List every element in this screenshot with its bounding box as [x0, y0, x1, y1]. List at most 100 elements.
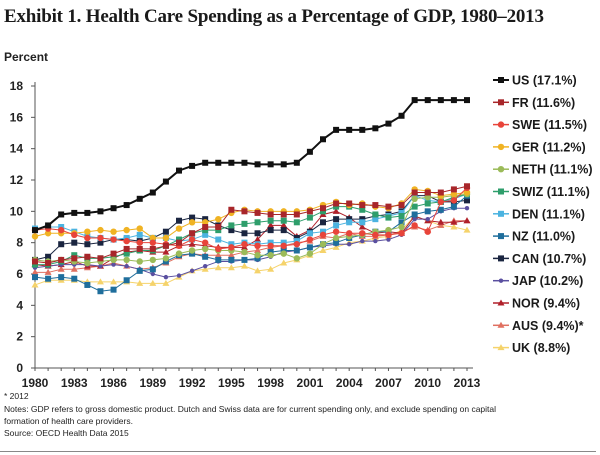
data-point	[215, 236, 222, 243]
series-line	[34, 187, 468, 250]
data-point	[332, 234, 340, 242]
data-point	[149, 239, 157, 246]
data-point	[214, 264, 222, 271]
legend-marker	[497, 143, 505, 151]
data-point	[123, 277, 130, 284]
legend-label: JAP (10.2%)	[512, 274, 583, 288]
data-point	[97, 226, 104, 234]
data-point	[241, 220, 248, 227]
data-point	[359, 230, 366, 237]
data-point	[202, 224, 209, 230]
series-line	[34, 185, 468, 264]
data-point	[215, 224, 222, 230]
data-point	[332, 228, 340, 235]
y-tick-label: 14	[10, 142, 24, 156]
data-point	[44, 268, 52, 275]
data-point	[398, 209, 405, 216]
data-point	[280, 217, 287, 224]
data-point	[228, 227, 235, 234]
data-point	[97, 234, 104, 242]
data-point	[32, 227, 38, 234]
data-point	[306, 250, 314, 257]
data-point	[463, 189, 471, 196]
data-point	[45, 260, 52, 267]
data-point	[58, 274, 65, 281]
data-point	[450, 223, 458, 230]
data-point	[111, 262, 116, 267]
data-point	[162, 248, 170, 255]
data-point	[58, 211, 65, 218]
data-point	[385, 226, 392, 234]
data-point	[96, 278, 104, 285]
y-tick-label: 18	[10, 79, 24, 93]
chart-title: Exhibit 1. Health Care Spending as a Per…	[4, 6, 544, 27]
data-point	[97, 208, 104, 215]
data-point	[464, 183, 470, 190]
legend-label: DEN (11.1%)	[512, 207, 585, 221]
data-point	[201, 219, 209, 226]
legend-marker	[497, 121, 505, 128]
data-point	[306, 236, 314, 243]
data-point	[214, 251, 222, 258]
data-point	[149, 279, 157, 286]
data-point	[202, 159, 209, 166]
legend-label: CAN (10.7%)	[512, 252, 586, 266]
bottom-rule	[0, 451, 596, 452]
data-point	[267, 252, 274, 259]
data-point	[189, 230, 196, 237]
data-point	[71, 239, 78, 246]
data-point	[162, 228, 169, 235]
data-point	[320, 205, 326, 212]
data-point	[411, 195, 418, 202]
data-point	[136, 225, 143, 232]
data-point	[411, 222, 418, 229]
data-point	[31, 281, 39, 288]
data-point	[450, 97, 457, 104]
data-point	[189, 214, 196, 221]
data-point	[306, 148, 313, 155]
legend-marker	[498, 188, 504, 195]
series-line	[34, 195, 468, 261]
data-point	[241, 248, 248, 256]
data-point	[162, 178, 169, 185]
data-point	[450, 203, 457, 210]
data-point	[188, 236, 196, 243]
data-point	[450, 197, 458, 204]
data-point	[254, 230, 261, 237]
data-point	[280, 242, 287, 249]
data-point	[372, 231, 379, 239]
data-point	[110, 256, 117, 264]
data-point	[385, 120, 392, 127]
data-point	[464, 97, 470, 104]
data-point	[149, 266, 156, 273]
data-point	[202, 253, 209, 260]
data-point	[398, 219, 405, 226]
data-point	[228, 222, 235, 229]
data-point	[280, 250, 287, 257]
x-tick-label: 1998	[257, 376, 284, 390]
data-point	[398, 213, 405, 220]
data-point	[267, 242, 274, 249]
data-point	[267, 227, 274, 234]
data-point	[215, 256, 222, 263]
legend-label: NOR (9.4%)	[512, 297, 580, 311]
data-point	[31, 268, 39, 275]
data-point	[386, 237, 391, 242]
data-point	[360, 238, 365, 244]
data-point	[84, 259, 91, 267]
data-point	[163, 274, 169, 280]
data-point	[280, 161, 287, 168]
data-point	[71, 255, 78, 262]
data-point	[359, 216, 366, 223]
data-point	[58, 256, 65, 263]
data-point	[293, 234, 300, 241]
data-point	[254, 219, 261, 226]
data-point	[293, 219, 300, 226]
data-point	[84, 281, 91, 288]
x-tick-label: 1983	[61, 376, 88, 390]
data-point	[320, 208, 326, 215]
data-point	[162, 242, 169, 249]
y-tick-label: 8	[16, 236, 23, 250]
data-point	[189, 162, 196, 169]
legend-label: GER (11.2%)	[512, 140, 586, 154]
